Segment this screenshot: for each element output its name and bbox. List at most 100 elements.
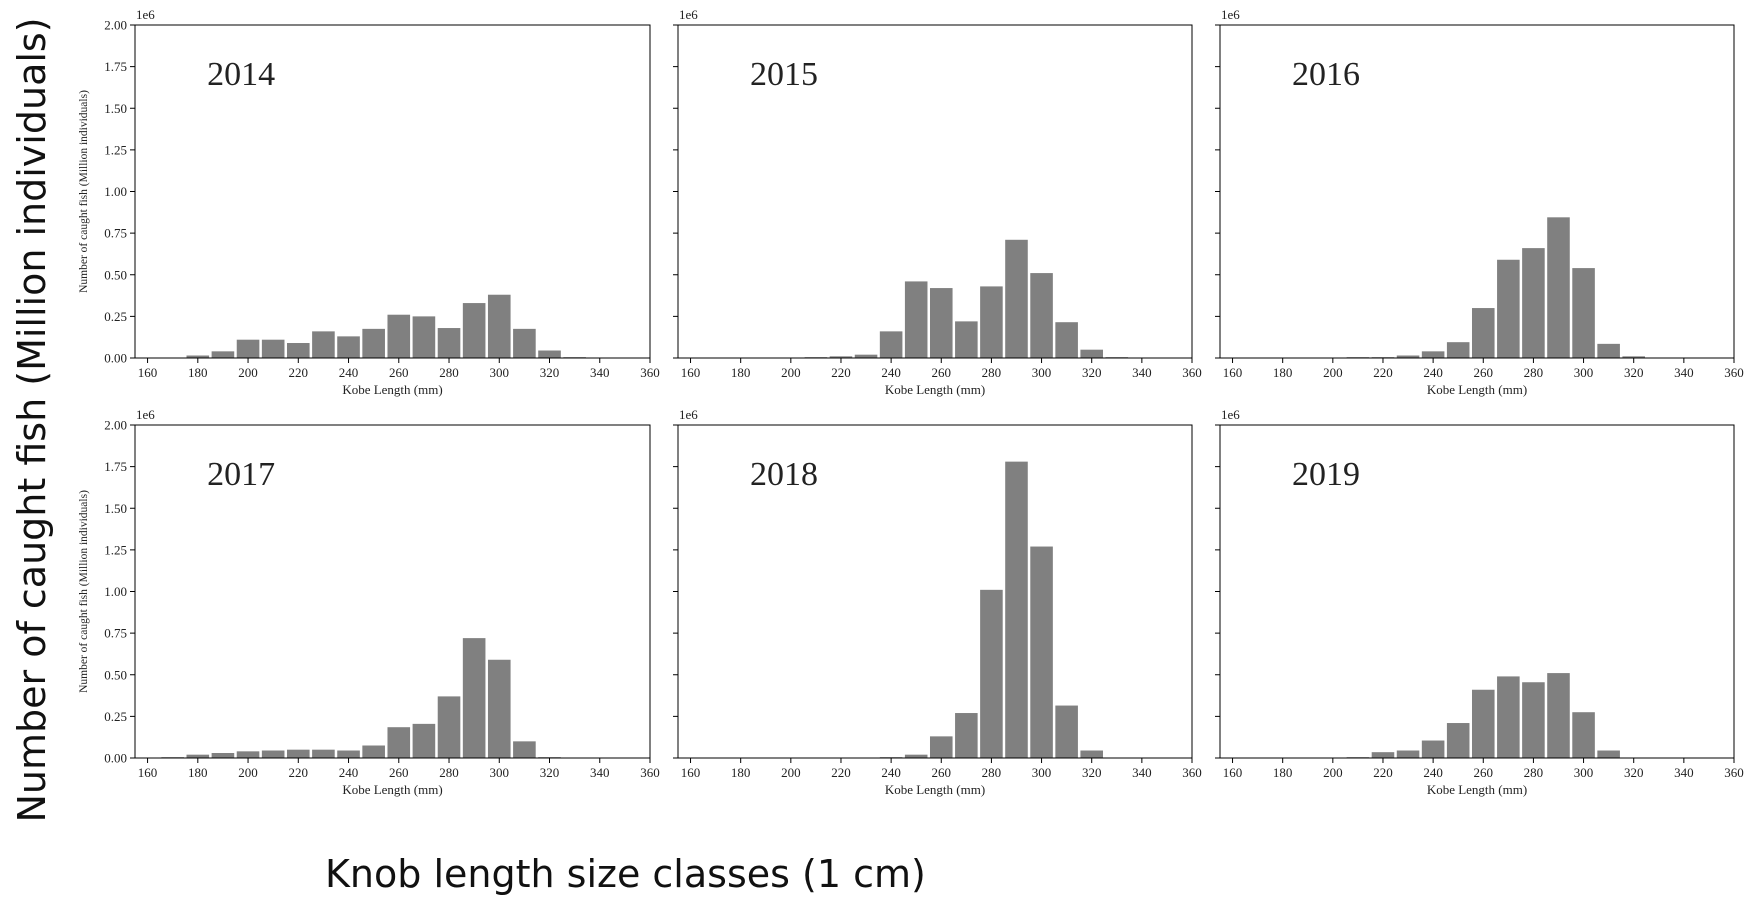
panel-2014-bar — [236, 339, 260, 358]
panel-2014-bar — [312, 331, 335, 358]
panel-2014-y-tick-label: 1.00 — [104, 184, 127, 199]
panel-2017-offset-label: 1e6 — [136, 407, 155, 422]
panel-2014-offset-label: 1e6 — [136, 7, 155, 22]
panel-2015-bar — [854, 354, 878, 358]
panel-2014-y-tick-label: 1.50 — [104, 101, 127, 116]
panel-2018-x-tick-label: 360 — [1182, 765, 1202, 780]
panel-2019-title: 2019 — [1292, 456, 1360, 493]
panel-2015-x-tick-label: 300 — [1032, 365, 1052, 380]
panel-2018-x-tick-label: 340 — [1132, 765, 1152, 780]
panel-2017-y-tick-label: 2.00 — [104, 418, 127, 433]
panel-2016-x-tick-label: 260 — [1474, 365, 1494, 380]
panel-2014-bar — [437, 328, 461, 358]
panel-2017-bar — [487, 659, 511, 758]
panel-2018-bar — [904, 754, 928, 758]
panel-2019-x-tick-label: 300 — [1574, 765, 1594, 780]
panel-2019-bar — [1396, 750, 1420, 758]
panel-2019-x-tick-label: 200 — [1323, 765, 1343, 780]
panel-2015-bar — [1055, 322, 1078, 358]
panel-2015-bar — [829, 356, 853, 358]
panel-2018-bar — [1005, 461, 1028, 758]
figure-y-axis-label: Number of caught fish (Million individua… — [10, 17, 54, 823]
panel-2015-bar — [1005, 239, 1028, 358]
panel-2014-x-tick-label: 280 — [439, 365, 459, 380]
panel-2018-offset-label: 1e6 — [679, 407, 698, 422]
panel-2015-x-tick-label: 340 — [1132, 365, 1152, 380]
panel-2018-x-tick-label: 300 — [1032, 765, 1052, 780]
panel-2014-bar — [211, 351, 235, 358]
panel-2015-bar — [980, 286, 1003, 358]
panel-2018-bar — [955, 713, 978, 758]
panel-2016-bar — [1522, 248, 1545, 358]
panel-2016-x-tick-label: 320 — [1624, 365, 1644, 380]
panel-2017-y-tick-label: 0.50 — [104, 667, 127, 682]
panel-2014-x-tick-label: 260 — [389, 365, 409, 380]
panel-2019-bar — [1522, 682, 1545, 758]
panel-2018-bar — [980, 589, 1003, 758]
panel-2017-y-tick-label: 0.00 — [104, 751, 127, 766]
panel-2016-x-tick-label: 200 — [1323, 365, 1343, 380]
panel-2014-y-tick-label: 0.25 — [104, 309, 127, 324]
panel-2015-offset-label: 1e6 — [679, 7, 698, 22]
panel-2014-bar — [186, 355, 210, 358]
panel-2016-bar — [1597, 343, 1620, 358]
panel-2016-x-tick-label: 160 — [1223, 365, 1243, 380]
panel-2017-x-tick-label: 220 — [289, 765, 309, 780]
panel-2015-bar — [1080, 349, 1103, 358]
panel-2019-bar — [1572, 712, 1595, 758]
panel-2017-bar — [513, 741, 536, 758]
panel-2016-offset-label: 1e6 — [1221, 7, 1240, 22]
panel-2016-x-tick-label: 280 — [1524, 365, 1544, 380]
panel-2017-y-tick-label: 0.25 — [104, 709, 127, 724]
panel-2017-title: 2017 — [207, 456, 275, 493]
panel-2014-bar — [462, 303, 486, 358]
panel-2015-x-tick-label: 360 — [1182, 365, 1202, 380]
panel-2018-x-axis-label: Kobe Length (mm) — [885, 782, 985, 797]
panel-2014-bar — [387, 314, 411, 358]
panel-2015-x-tick-label: 180 — [731, 365, 751, 380]
panel-2015-x-tick-label: 160 — [681, 365, 701, 380]
panel-2019-x-tick-label: 260 — [1474, 765, 1494, 780]
panel-2017-x-tick-label: 360 — [640, 765, 660, 780]
panel-2014-x-tick-label: 180 — [188, 365, 208, 380]
panel-2017-x-tick-label: 240 — [339, 765, 359, 780]
panel-2015-title: 2015 — [750, 56, 818, 93]
panel-2018-x-tick-label: 320 — [1082, 765, 1102, 780]
panel-2014-x-tick-label: 340 — [590, 365, 610, 380]
panel-2017-y-tick-label: 0.75 — [104, 626, 127, 641]
panel-2016-bar — [1471, 308, 1495, 358]
panel-2014-x-tick-label: 160 — [138, 365, 158, 380]
panel-2018-x-tick-label: 200 — [781, 765, 801, 780]
panel-2018-title: 2018 — [750, 456, 818, 493]
panel-2014-y-tick-label: 0.50 — [104, 267, 127, 282]
panel-2017-bar — [312, 749, 335, 758]
panel-2015-x-tick-label: 280 — [982, 365, 1002, 380]
panel-2017-x-tick-label: 320 — [540, 765, 560, 780]
panel-2017-bar — [412, 723, 436, 758]
panel-2015-x-tick-label: 240 — [881, 365, 901, 380]
panel-2016-title: 2016 — [1292, 56, 1360, 93]
panel-2016-x-tick-label: 220 — [1373, 365, 1393, 380]
panel-2018-bar — [1055, 705, 1078, 758]
panel-2019-x-tick-label: 220 — [1373, 765, 1393, 780]
panel-2017-x-axis-label: Kobe Length (mm) — [342, 782, 442, 797]
panel-2016-bar — [1446, 342, 1470, 358]
panel-2014-bar — [286, 343, 310, 358]
panel-2014-x-tick-label: 220 — [289, 365, 309, 380]
panel-2017-x-tick-label: 200 — [238, 765, 258, 780]
panel-2014-title: 2014 — [207, 56, 275, 93]
panel-2017-x-tick-label: 280 — [439, 765, 459, 780]
panel-2014-bar — [513, 328, 536, 358]
panel-2017-y-axis-label: Number of caught fish (Million individua… — [78, 490, 90, 693]
panel-2018-x-tick-label: 220 — [831, 765, 851, 780]
panel-2017-bar — [387, 727, 411, 758]
panel-2014-y-tick-label: 0.75 — [104, 226, 127, 241]
panel-2016-bar — [1396, 355, 1420, 358]
panel-2019-x-tick-label: 360 — [1724, 765, 1744, 780]
panel-2016-bar — [1497, 259, 1520, 358]
panel-2017-bar — [236, 751, 260, 758]
panel-2019-x-tick-label: 280 — [1524, 765, 1544, 780]
panel-2016-bar — [1547, 217, 1570, 358]
panel-2014-x-tick-label: 360 — [640, 365, 660, 380]
